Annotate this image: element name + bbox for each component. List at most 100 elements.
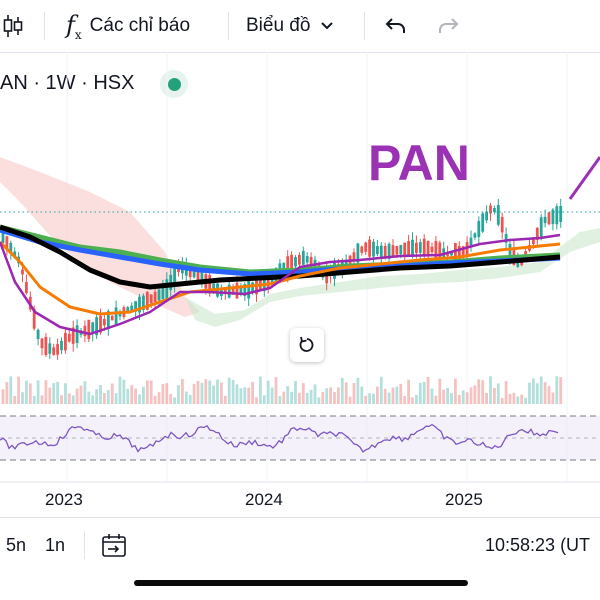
- candle-body: [91, 322, 95, 334]
- candle-body: [161, 287, 165, 300]
- candle-body: [493, 207, 496, 213]
- candle-body: [103, 318, 106, 326]
- volume-bar: [528, 382, 531, 404]
- clock-text[interactable]: 10:58:23 (UT: [485, 535, 591, 555]
- volume-bar: [1, 389, 5, 404]
- candle-body: [114, 307, 118, 325]
- candle-body: [149, 294, 153, 304]
- candle-body: [40, 338, 44, 349]
- candle-body: [376, 246, 379, 255]
- volume-bar: [103, 392, 106, 404]
- volume-bar: [368, 393, 371, 404]
- market-status-icon: [160, 70, 188, 98]
- volume-bar: [547, 386, 551, 404]
- volume-bar: [5, 382, 9, 404]
- volume-bar: [99, 384, 102, 404]
- candle-body: [485, 211, 488, 221]
- candle-body: [368, 239, 371, 257]
- volume-bar: [87, 391, 91, 404]
- indicators-button[interactable]: fx Các chỉ báo: [66, 0, 190, 52]
- volume-bar: [91, 395, 95, 404]
- candle-body: [496, 204, 500, 225]
- volume-bar: [177, 385, 180, 404]
- volume-bar: [262, 395, 266, 404]
- candle-body: [477, 220, 481, 238]
- volume-bar: [247, 387, 251, 404]
- candle-body: [87, 319, 91, 340]
- volume-bar: [126, 388, 130, 404]
- volume-bar: [21, 392, 24, 404]
- volume-bar: [508, 393, 512, 404]
- volume-bar: [415, 394, 418, 404]
- candle-body: [403, 242, 407, 256]
- price-chart[interactable]: PAN 2023 2024 2025: [0, 52, 600, 517]
- candle-body: [383, 245, 387, 258]
- candle-body: [134, 301, 137, 312]
- volume-bar: [157, 391, 161, 404]
- candle-body: [286, 256, 290, 276]
- volume-bar: [243, 387, 247, 404]
- volume-bar: [13, 395, 17, 404]
- moving-average-line: [0, 224, 561, 290]
- candle-body: [223, 289, 227, 294]
- volume-bar: [290, 391, 293, 404]
- volume-bar: [376, 386, 379, 404]
- volume-bars: [1, 376, 563, 404]
- volume-bar: [231, 379, 235, 404]
- candlestick-icon[interactable]: [2, 0, 28, 52]
- volume-bar: [75, 388, 79, 404]
- candle-body: [454, 242, 457, 263]
- candle-body: [539, 217, 543, 237]
- annotation-label[interactable]: PAN: [368, 135, 470, 191]
- bottom-divider: [84, 531, 85, 559]
- volume-bar: [227, 377, 231, 404]
- candle-body: [415, 242, 418, 253]
- volume-bar: [278, 395, 282, 404]
- candle-body: [500, 217, 504, 233]
- candle-body: [305, 255, 309, 263]
- annotation-arrow[interactable]: [568, 156, 600, 200]
- range-5y-button[interactable]: 5n: [6, 535, 27, 555]
- date-range-icon[interactable]: [100, 518, 128, 573]
- volume-bar: [220, 382, 223, 404]
- volume-bar: [473, 385, 477, 404]
- candle-body: [165, 279, 169, 299]
- volume-bar: [184, 391, 188, 404]
- volume-bar: [422, 381, 426, 404]
- candle-body: [508, 244, 512, 260]
- candle-body: [426, 241, 430, 256]
- candle-body: [36, 329, 40, 340]
- volume-bar: [32, 395, 36, 404]
- volume-bar: [430, 388, 434, 404]
- time-label-2023: 2023: [45, 490, 83, 509]
- volume-bar: [454, 378, 457, 404]
- volume-bar: [83, 381, 87, 404]
- candle-body: [21, 269, 24, 275]
- candle-body: [309, 256, 313, 270]
- reset-chart-button[interactable]: [290, 328, 324, 362]
- volume-bar: [559, 377, 563, 404]
- undo-icon[interactable]: [384, 0, 408, 52]
- candle-body: [555, 206, 559, 225]
- volume-bar: [266, 380, 270, 404]
- candle-body: [356, 243, 360, 263]
- volume-bar: [360, 386, 364, 404]
- candle-body: [157, 289, 161, 301]
- candle-body: [138, 296, 141, 313]
- chart-type-button[interactable]: Biểu đồ: [246, 0, 334, 52]
- volume-bar: [239, 388, 243, 404]
- candle-body: [130, 305, 134, 312]
- candle-body: [126, 307, 130, 314]
- candle-body: [407, 241, 410, 257]
- candle-body: [32, 308, 36, 329]
- range-1y-button[interactable]: 1n: [45, 535, 66, 555]
- volume-bar: [539, 376, 543, 404]
- redo-icon[interactable]: [436, 0, 460, 52]
- candle-body: [282, 262, 286, 274]
- volume-bar: [52, 383, 56, 404]
- volume-bar: [469, 387, 473, 404]
- candle-body: [52, 347, 56, 355]
- candle-body: [391, 245, 395, 257]
- volume-bar: [294, 381, 297, 404]
- volume-bar: [426, 377, 430, 404]
